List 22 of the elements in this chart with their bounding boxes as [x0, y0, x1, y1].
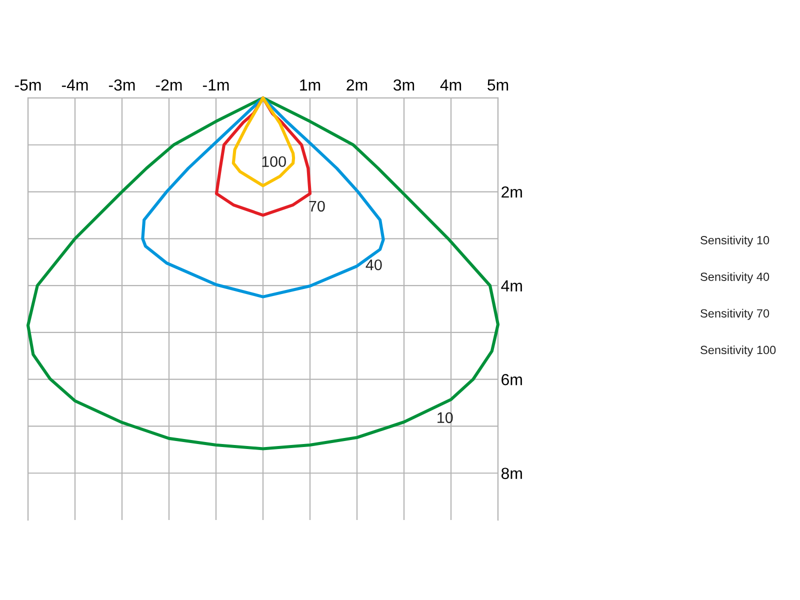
text: Sensitivity 40	[700, 272, 770, 284]
annotation: 40	[366, 259, 382, 270]
x-tick-label: -5m	[14, 80, 41, 91]
x-tick-label: -3m	[108, 79, 135, 91]
x-tick-label: -4m	[62, 80, 88, 90]
text: Sensitivity 100	[700, 345, 776, 357]
y-tick-label: 4m	[501, 280, 522, 292]
x-tick-label: 4m	[440, 80, 462, 90]
x-tick-label: 3m	[394, 79, 414, 91]
annotation: 100	[262, 156, 286, 168]
x-tick-label: -2m	[156, 79, 182, 90]
text: Sensitivity 70	[700, 308, 770, 320]
annotation: 70	[309, 200, 325, 212]
y-tick-label: 2m	[502, 186, 522, 198]
x-tick-label: 1m	[300, 80, 320, 90]
y-tick-label: 6m	[502, 374, 522, 386]
text: Sensitivity 10	[700, 236, 770, 247]
x-tick-label: 2m	[346, 79, 368, 90]
annotation: 10	[438, 412, 453, 424]
x-tick-label: 5m	[488, 80, 508, 91]
y-tick-label: 8m	[501, 468, 522, 480]
x-tick-label: -1m	[202, 80, 229, 90]
